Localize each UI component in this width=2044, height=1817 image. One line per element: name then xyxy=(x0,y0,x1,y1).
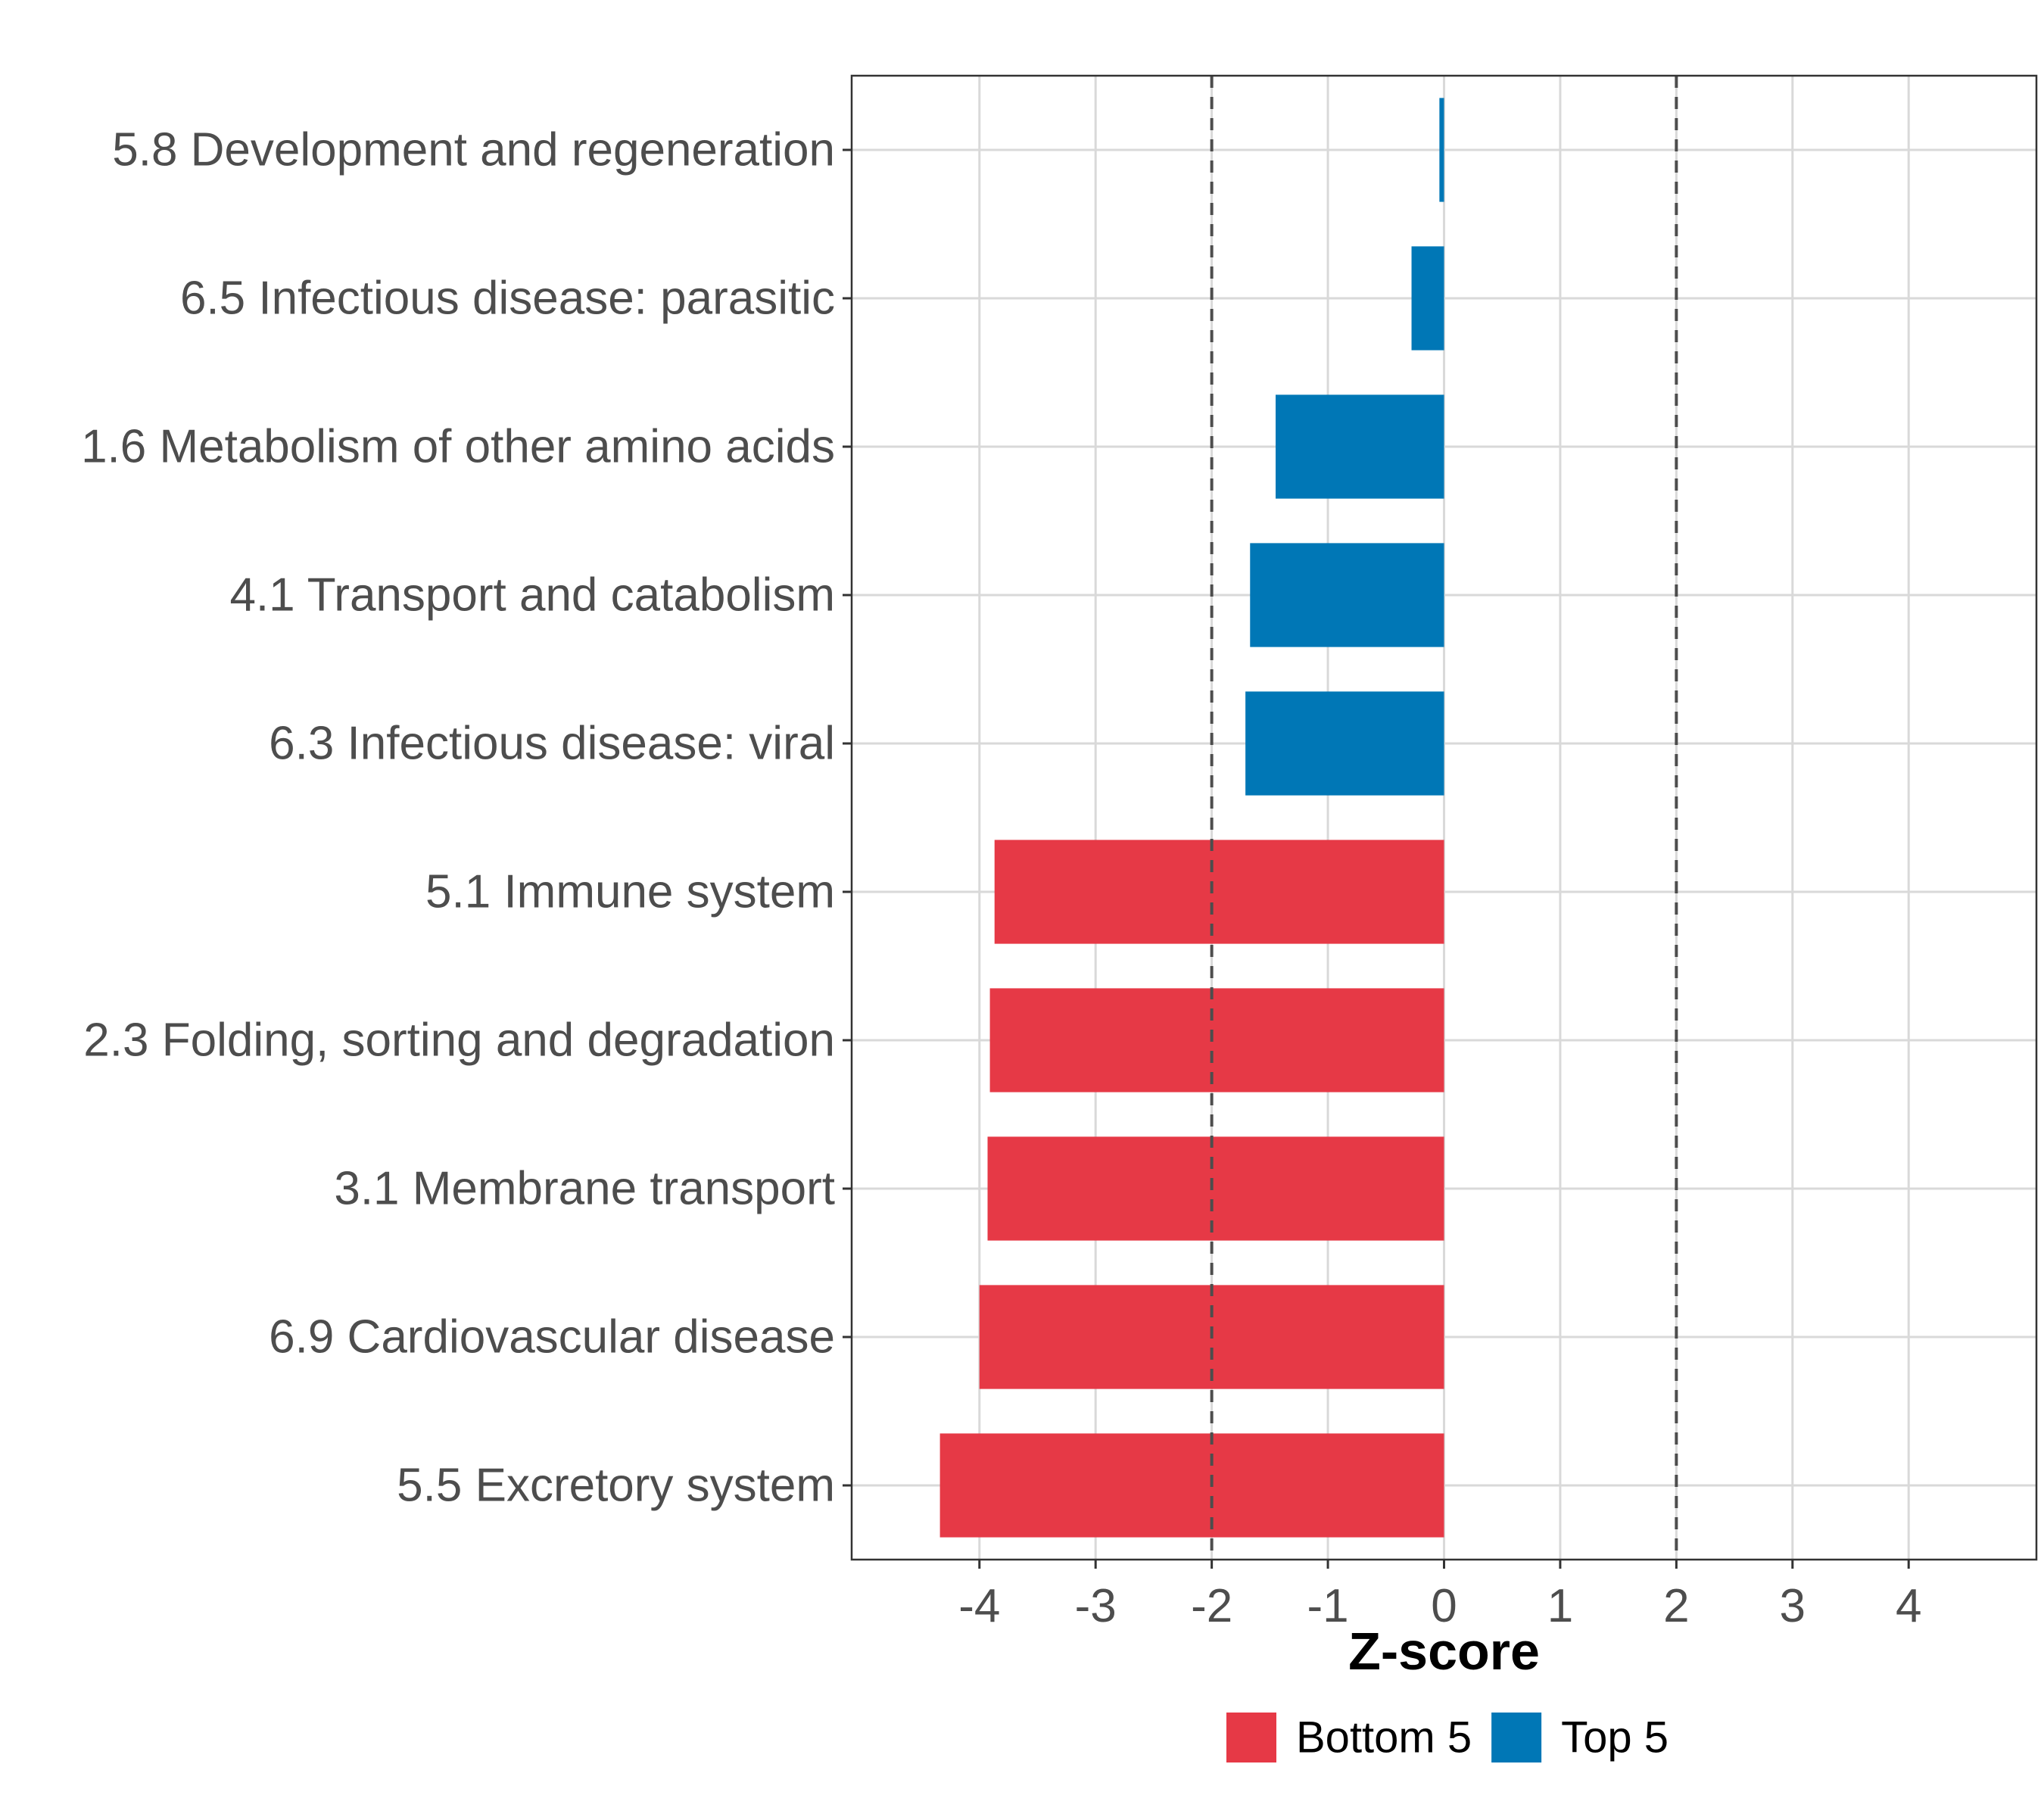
bar-bottom xyxy=(939,1433,1444,1538)
category-label: 5.5 Excretory system xyxy=(397,1460,835,1512)
category-label: 4.1 Transport and catabolism xyxy=(229,569,835,622)
x-axis-title: Z-score xyxy=(1348,1622,1540,1681)
bar-bottom xyxy=(989,988,1444,1092)
legend-label: Top 5 xyxy=(1561,1713,1669,1762)
x-tick-label: 2 xyxy=(1663,1580,1689,1632)
x-tick-label: -4 xyxy=(958,1580,1000,1632)
category-label: 5.1 Immune system xyxy=(425,866,835,918)
bar-top xyxy=(1245,691,1444,796)
x-axis: -4 -3 -2 -1 0 1 2 3 4 xyxy=(958,1560,1921,1632)
category-label: 6.3 Infectious disease: viral xyxy=(269,718,835,770)
category-label: 5.8 Development and regeneration xyxy=(112,124,835,176)
category-label: 6.5 Infectious disease: parasitic xyxy=(180,273,835,325)
bar-top xyxy=(1411,246,1444,351)
bar-top xyxy=(1276,394,1444,499)
bar-bottom xyxy=(987,1136,1444,1241)
bar-top xyxy=(1439,98,1444,202)
x-tick-label: 0 xyxy=(1431,1580,1457,1632)
y-axis: 5.8 Development and regeneration 6.5 Infe… xyxy=(81,124,852,1512)
category-label: 6.9 Cardiovascular disease xyxy=(269,1311,835,1364)
bars xyxy=(939,98,1444,1538)
bar-bottom xyxy=(994,840,1444,944)
reference-lines xyxy=(1210,76,1678,1560)
x-tick-label: 3 xyxy=(1780,1580,1806,1632)
category-label: 2.3 Folding, sorting and degradation xyxy=(83,1014,835,1067)
bar-top xyxy=(1250,543,1444,647)
legend-swatch xyxy=(1226,1713,1276,1762)
x-tick-label: 1 xyxy=(1547,1580,1573,1632)
legend-swatch xyxy=(1491,1713,1542,1762)
x-tick-label: 4 xyxy=(1896,1580,1921,1632)
category-label: 1.6 Metabolism of other amino acids xyxy=(81,421,835,473)
x-tick-label: -1 xyxy=(1307,1580,1348,1632)
legend-label: Bottom 5 xyxy=(1296,1713,1472,1762)
category-label: 3.1 Membrane transport xyxy=(334,1163,835,1215)
x-tick-label: -2 xyxy=(1191,1580,1232,1632)
x-tick-label: -3 xyxy=(1075,1580,1117,1632)
legend: Bottom 5 Top 5 xyxy=(1226,1713,1669,1762)
